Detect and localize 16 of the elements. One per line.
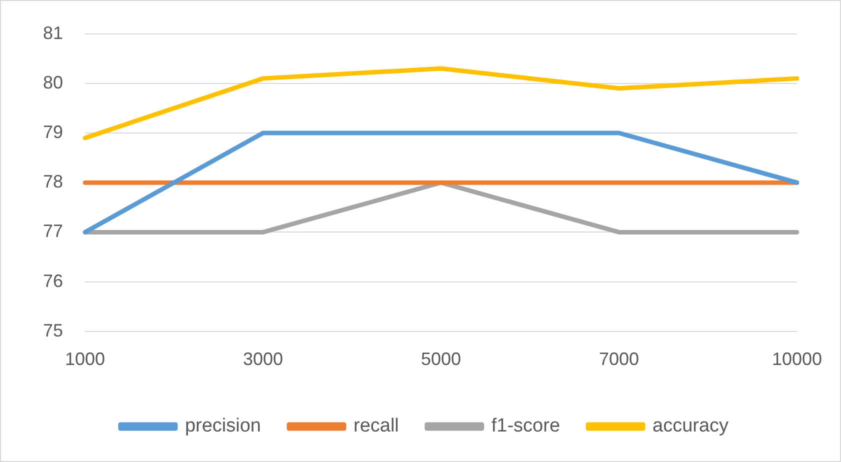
legend-label: f1-score: [491, 416, 560, 437]
x-tick-label: 10000: [772, 349, 822, 370]
x-tick-label: 3000: [242, 349, 284, 370]
legend-label: accuracy: [652, 416, 730, 437]
legend-label: recall: [353, 416, 399, 437]
y-tick-label: 75: [42, 320, 64, 340]
y-tick-label: 80: [42, 72, 64, 92]
x-tick-label: 1000: [65, 349, 106, 370]
y-tick-label: 79: [42, 122, 64, 142]
y-tick-label: 81: [42, 22, 64, 43]
y-tick-label: 78: [42, 172, 64, 192]
x-tick-label: 7000: [598, 349, 640, 370]
y-tick-label: 77: [42, 221, 64, 242]
x-tick-label: 5000: [420, 349, 462, 370]
legend-label: precision: [184, 416, 261, 437]
y-tick-label: 76: [42, 270, 64, 291]
